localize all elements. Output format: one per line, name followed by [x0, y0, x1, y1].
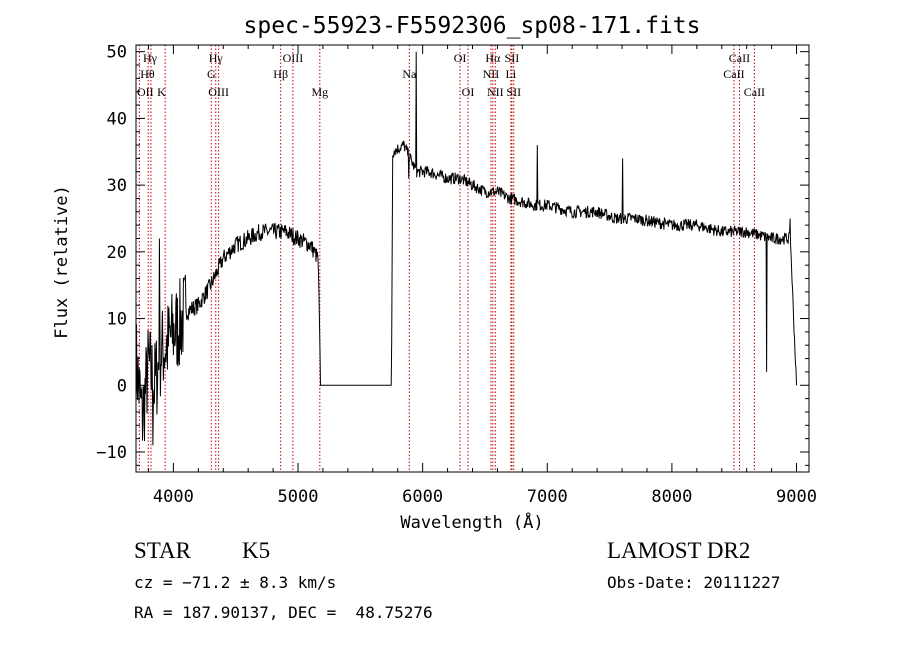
- x-tick-label-6000: 6000: [402, 487, 443, 507]
- spectral-line-label-11: Na: [402, 67, 417, 81]
- spectral-line-label-18: NII: [487, 85, 504, 99]
- spectral-line-label-8: OIII: [283, 51, 304, 65]
- spectral-line-label-13: OI: [462, 85, 475, 99]
- spectral-line-label-9: Hβ: [273, 67, 288, 81]
- y-tick-label-6: 50: [107, 43, 127, 63]
- spectral-line-label-5: Hγ: [209, 51, 224, 65]
- y-tick-label-0: −10: [96, 443, 127, 463]
- x-tick-label-7000: 7000: [527, 487, 568, 507]
- y-axis-label: Flux (relative): [52, 185, 72, 339]
- x-axis-label: Wavelength (Å): [400, 511, 543, 533]
- spectral-line-label-19: SII: [506, 85, 521, 99]
- x-tick-label-4000: 4000: [153, 487, 194, 507]
- survey-name: LAMOST DR2: [607, 538, 751, 563]
- spectral-line-label-22: CaII: [744, 85, 765, 99]
- spectral-line-label-7: OIII: [208, 85, 229, 99]
- y-tick-label-1: 0: [117, 376, 127, 396]
- y-tick-label-2: 10: [107, 310, 127, 330]
- spectral-line-label-16: NII: [483, 67, 500, 81]
- spectral-line-label-3: Hθ: [140, 67, 155, 81]
- y-tick-label-5: 40: [107, 109, 127, 129]
- spectral-line-label-6: G: [207, 67, 216, 81]
- spectral-line-label-17: Li: [506, 67, 517, 81]
- y-tick-label-3: 20: [107, 243, 127, 263]
- plot-frame: [135, 44, 810, 473]
- x-tick-label-9000: 9000: [776, 487, 817, 507]
- chart-title: spec-55923-F5592306_sp08-171.fits: [244, 13, 701, 39]
- y-tick-label-4: 30: [107, 176, 127, 196]
- spectral-line-label-4: K: [157, 85, 166, 99]
- x-tick-label-5000: 5000: [278, 487, 319, 507]
- object-class: STAR: [134, 538, 191, 563]
- spectrum-line: [135, 51, 797, 446]
- spectral-line-label-20: CaII: [729, 51, 750, 65]
- x-tick-label-8000: 8000: [651, 487, 692, 507]
- obs-date: Obs-Date: 20111227: [607, 573, 781, 592]
- coordinates: RA = 187.90137, DEC = 48.75276: [134, 603, 433, 622]
- redshift-readout: cz = −71.2 ± 8.3 km/s: [134, 573, 337, 592]
- spectral-line-label-1: OII: [137, 85, 154, 99]
- spectral-line-label-14: Hα: [485, 51, 501, 65]
- spectral-line-label-10: Mg: [311, 85, 328, 99]
- spectral-line-label-12: OI: [454, 51, 467, 65]
- spectral-line-label-21: CaII: [723, 67, 744, 81]
- object-subclass: K5: [242, 538, 271, 563]
- spectral-line-label-2: Hγ: [143, 51, 158, 65]
- spectral-line-label-15: SII: [505, 51, 520, 65]
